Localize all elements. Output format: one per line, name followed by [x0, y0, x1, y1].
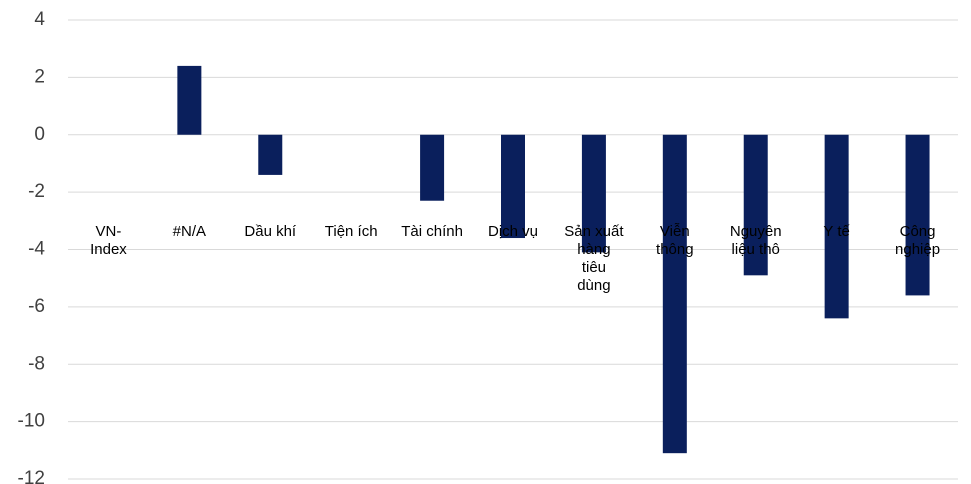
bar — [258, 134, 283, 175]
category-label: VN-Index — [90, 223, 127, 258]
category-label: Dịch vụ — [488, 223, 538, 240]
category-label: Dầu khí — [244, 223, 297, 240]
y-tick-label: -6 — [28, 296, 45, 317]
y-tick-label: 0 — [34, 124, 45, 145]
y-tick-label: -12 — [18, 468, 45, 484]
category-label: Nguyên liệu thô — [730, 223, 782, 258]
y-tick-label: -8 — [28, 353, 45, 374]
category-label: #N/A — [173, 223, 206, 240]
bar — [581, 134, 606, 253]
bar — [824, 134, 849, 319]
bar — [662, 134, 687, 454]
bar — [905, 134, 930, 296]
y-tick-label: 2 — [34, 66, 45, 87]
category-label: Công nghiệp — [895, 223, 940, 258]
category-label: Tiện ích — [325, 223, 378, 240]
y-axis: 4 2 0 -2 -4 -6 -8 -10 -12 — [18, 9, 46, 484]
bar — [501, 134, 525, 239]
bar — [177, 65, 202, 135]
category-label: Viễn thông — [656, 223, 694, 258]
category-label: Sản xuất hàng tiêu dùng — [564, 223, 624, 294]
bars — [177, 65, 930, 454]
category-label: Tài chính — [401, 223, 463, 240]
gridlines — [68, 19, 958, 480]
y-tick-label: -2 — [28, 181, 45, 202]
y-tick-label: -10 — [18, 411, 45, 432]
y-tick-label: 4 — [34, 9, 45, 30]
bar — [743, 134, 768, 276]
category-labels: VN-Index #N/A Dầu khí Tiện ích Tài chính Dịch… — [90, 223, 940, 294]
category-label: Y tế — [823, 223, 850, 240]
bar — [420, 134, 445, 201]
y-tick-label: -4 — [28, 239, 45, 260]
